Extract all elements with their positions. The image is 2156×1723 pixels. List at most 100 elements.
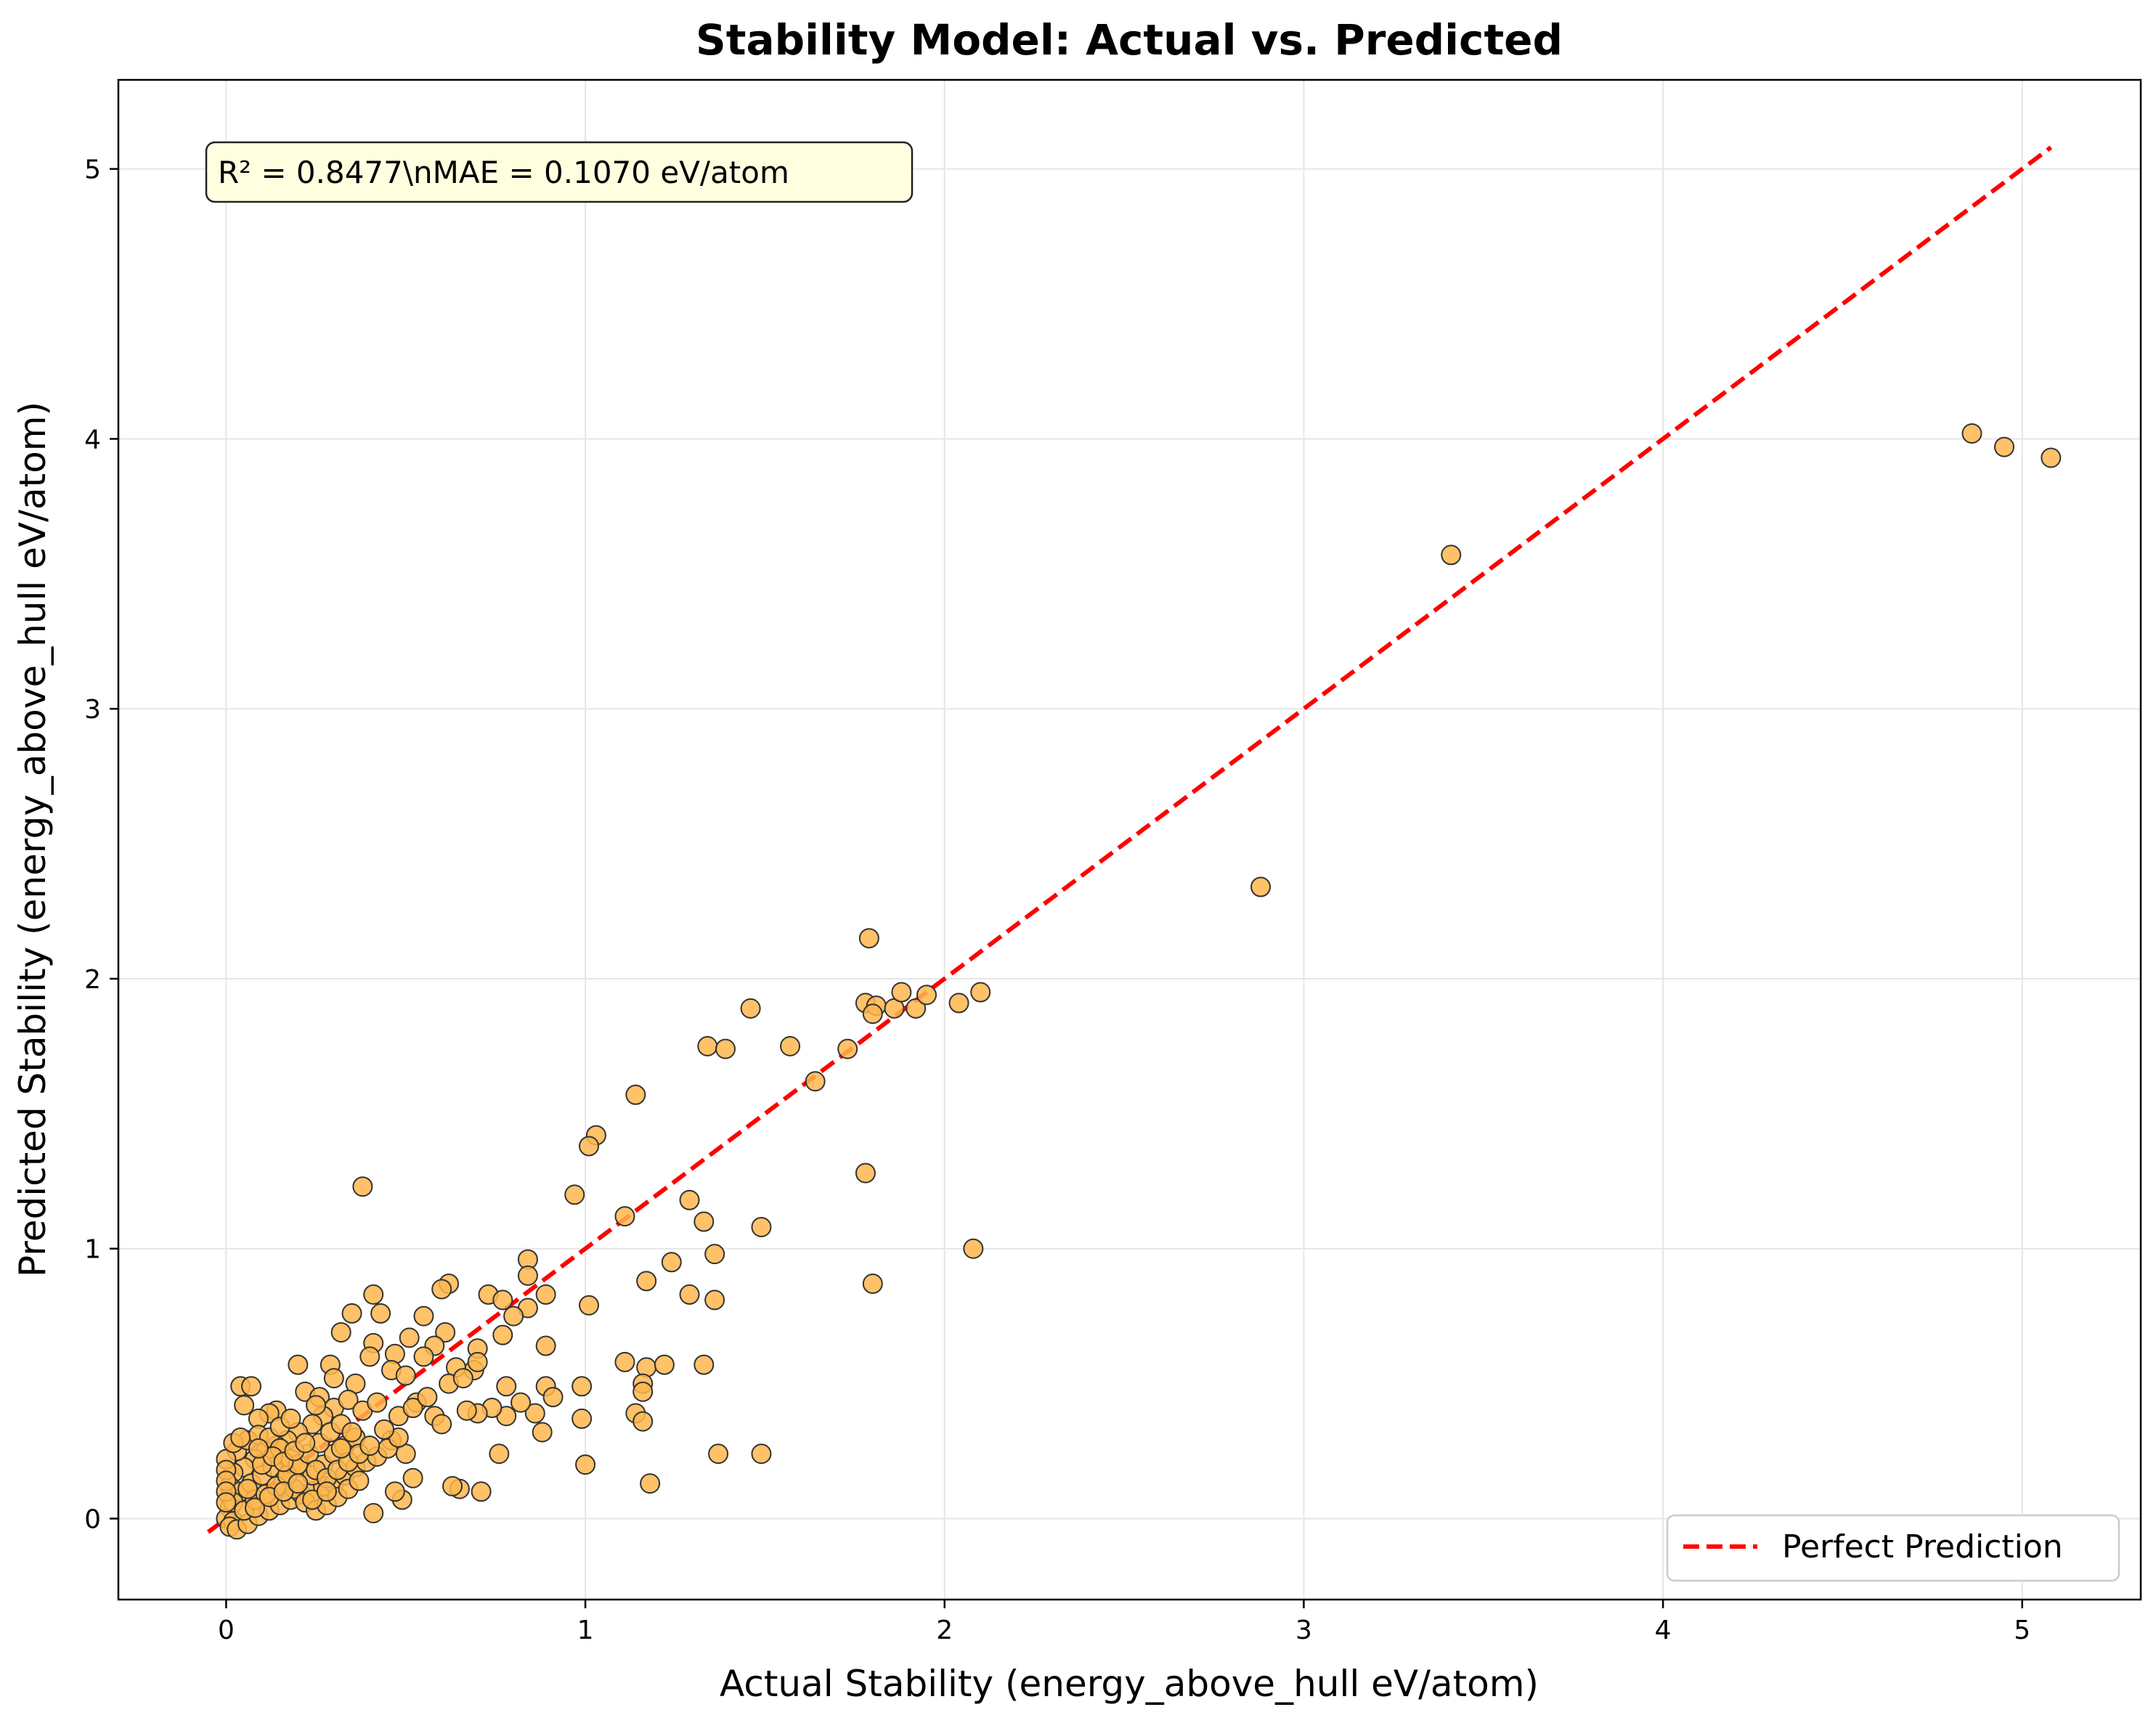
data-point [323, 1368, 344, 1389]
x-tick-label: 2 [936, 1616, 953, 1645]
data-point [352, 1176, 373, 1197]
data-point [230, 1427, 251, 1448]
data-point [693, 1354, 715, 1375]
data-point [503, 1306, 524, 1327]
data-point [338, 1389, 359, 1410]
data-point [496, 1376, 517, 1397]
data-point [359, 1435, 381, 1457]
data-point [402, 1398, 423, 1419]
y-tick-label: 3 [84, 695, 101, 725]
data-point [963, 1238, 984, 1259]
data-point [704, 1244, 725, 1265]
data-point [413, 1306, 434, 1327]
data-point [413, 1346, 434, 1367]
data-point [858, 928, 879, 949]
data-point [614, 1351, 635, 1372]
data-point [625, 1084, 646, 1105]
data-point [452, 1368, 473, 1389]
legend: Perfect Prediction [1666, 1514, 2120, 1582]
data-point [442, 1475, 463, 1496]
data-point [571, 1408, 593, 1429]
x-tick-label: 5 [2014, 1616, 2030, 1645]
data-point [1441, 545, 1462, 566]
data-point [492, 1324, 513, 1345]
data-points [216, 423, 2062, 1540]
perfect-prediction-line [206, 145, 2053, 1534]
x-axis-label: Actual Stability (energy_above_hull eV/a… [720, 1663, 1539, 1705]
stats-annotation-text: R² = 0.8477\nMAE = 0.1070 eV/atom [218, 155, 789, 190]
data-point [532, 1422, 553, 1443]
data-point [363, 1284, 384, 1305]
stats-annotation: R² = 0.8477\nMAE = 0.1070 eV/atom [205, 141, 914, 203]
data-point [431, 1279, 452, 1300]
data-point [571, 1376, 593, 1397]
y-tick-label: 1 [84, 1235, 101, 1265]
data-point [640, 1473, 661, 1494]
data-point [341, 1303, 362, 1324]
data-point [359, 1346, 381, 1367]
data-point [395, 1365, 416, 1386]
legend-label: Perfect Prediction [1782, 1528, 2063, 1565]
data-point [805, 1071, 826, 1092]
data-point [510, 1392, 532, 1413]
data-point [837, 1038, 858, 1059]
data-point [704, 1290, 725, 1311]
data-point [654, 1354, 675, 1375]
data-point [862, 1274, 883, 1295]
data-point [542, 1387, 564, 1408]
data-point [697, 1035, 718, 1056]
data-point [614, 1206, 635, 1227]
data-point [399, 1327, 420, 1348]
data-point [384, 1481, 405, 1502]
data-point [916, 985, 937, 1006]
data-point [492, 1290, 513, 1311]
data-point [295, 1433, 316, 1454]
data-point [661, 1252, 682, 1273]
data-point [855, 1162, 876, 1184]
data-point [693, 1211, 715, 1232]
x-tick-label: 1 [577, 1616, 594, 1645]
data-point [402, 1467, 423, 1488]
data-point [341, 1422, 362, 1443]
x-tick-label: 0 [218, 1616, 235, 1645]
data-point [316, 1481, 337, 1502]
data-point [471, 1481, 492, 1502]
data-point [244, 1497, 265, 1518]
data-point [579, 1136, 600, 1157]
data-point [740, 998, 761, 1019]
data-point [564, 1184, 585, 1205]
data-point [431, 1414, 452, 1435]
chart-title: Stability Model: Actual vs. Predicted [696, 15, 1563, 65]
y-tick-label: 0 [84, 1504, 101, 1534]
y-tick-label: 2 [84, 965, 101, 995]
plot-frame [117, 78, 2142, 1601]
x-axis-ticks: 0 1 2 3 4 5 [218, 1600, 2030, 1645]
data-point [467, 1351, 488, 1372]
data-point [535, 1335, 556, 1356]
grid-lines [118, 80, 2141, 1600]
data-point [751, 1216, 772, 1237]
x-tick-label: 4 [1655, 1616, 1672, 1645]
data-point [288, 1354, 309, 1375]
data-point [1961, 423, 1982, 444]
data-point [575, 1454, 596, 1475]
data-point [456, 1400, 477, 1421]
data-point [234, 1395, 255, 1416]
data-point [679, 1189, 700, 1210]
data-point [489, 1443, 510, 1465]
data-point [374, 1419, 395, 1440]
data-point [535, 1284, 556, 1305]
data-point [1994, 436, 2015, 457]
data-point [906, 998, 927, 1019]
data-point [891, 982, 912, 1003]
x-tick-label: 3 [1295, 1616, 1312, 1645]
data-point [679, 1284, 700, 1305]
data-point [330, 1438, 351, 1459]
data-point [632, 1411, 654, 1432]
y-tick-label: 4 [84, 425, 101, 455]
data-point [306, 1395, 327, 1416]
data-point [370, 1303, 391, 1324]
y-tick-label: 5 [84, 155, 101, 185]
data-point [524, 1403, 545, 1424]
